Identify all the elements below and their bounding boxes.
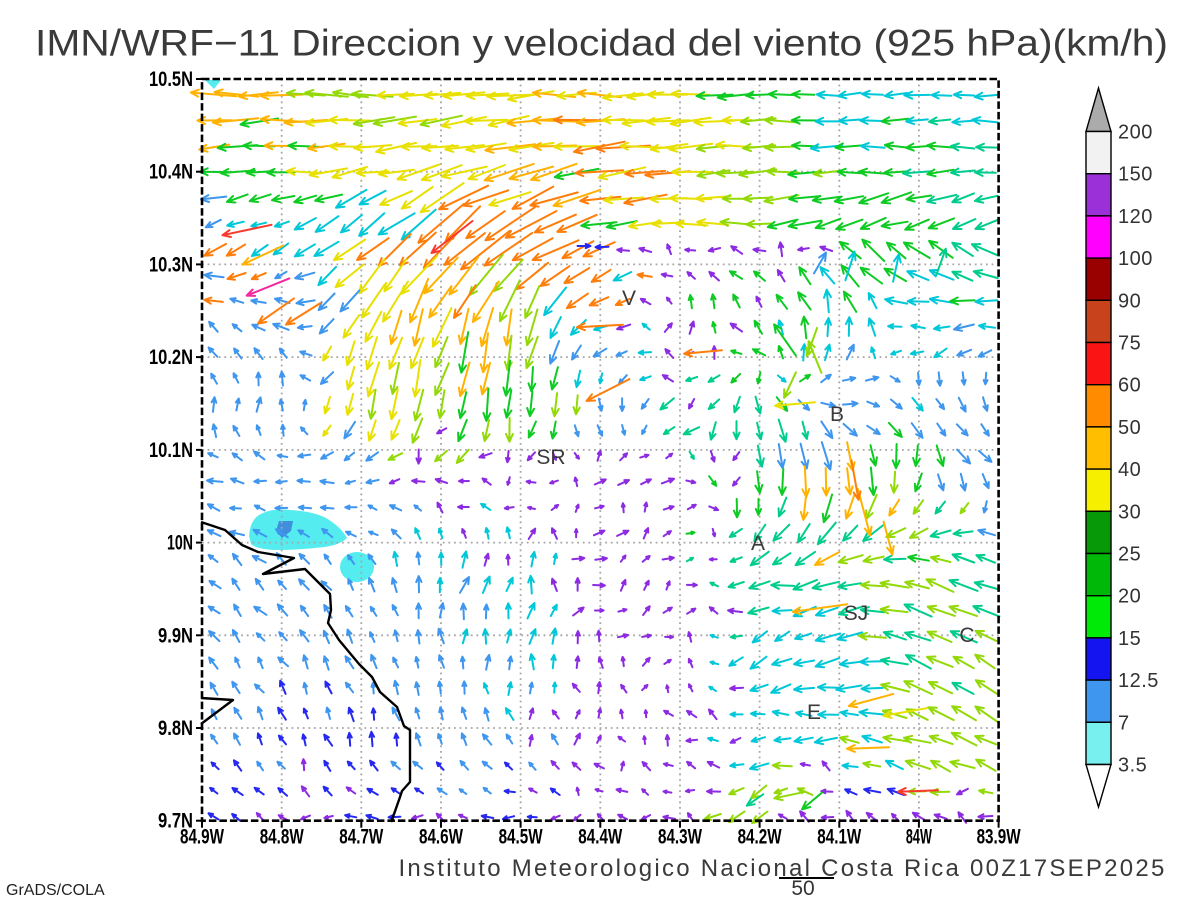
svg-text:9.9N: 9.9N [158, 624, 193, 647]
svg-text:12.5: 12.5 [1118, 670, 1159, 692]
svg-text:15: 15 [1118, 628, 1141, 650]
svg-text:84.1W: 84.1W [817, 826, 861, 849]
svg-text:90: 90 [1118, 290, 1141, 312]
svg-text:84.3W: 84.3W [658, 826, 702, 849]
svg-text:10.4N: 10.4N [149, 161, 193, 184]
svg-text:9.7N: 9.7N [158, 810, 193, 833]
svg-text:10.1N: 10.1N [149, 439, 193, 462]
svg-text:20: 20 [1118, 586, 1141, 608]
svg-text:GrADS/COLA: GrADS/COLA [6, 882, 105, 899]
svg-text:75: 75 [1118, 333, 1141, 355]
svg-text:50: 50 [791, 877, 814, 900]
svg-text:25: 25 [1118, 544, 1141, 566]
svg-text:84W: 84W [906, 826, 932, 849]
svg-text:84.8W: 84.8W [260, 826, 304, 849]
svg-text:V: V [622, 287, 636, 310]
svg-text:40: 40 [1118, 459, 1141, 481]
svg-text:7: 7 [1118, 712, 1130, 734]
svg-text:120: 120 [1118, 206, 1153, 228]
svg-text:84.4W: 84.4W [578, 826, 622, 849]
svg-text:10N: 10N [167, 532, 193, 555]
svg-text:E: E [807, 701, 821, 724]
svg-text:200: 200 [1118, 122, 1153, 144]
svg-text:IMN/WRF−11 Direccion y velocid: IMN/WRF−11 Direccion y velocidad del vie… [35, 23, 1168, 64]
svg-text:10.2N: 10.2N [149, 346, 193, 369]
svg-text:SR: SR [536, 446, 565, 469]
svg-text:30: 30 [1118, 501, 1141, 523]
svg-text:84.2W: 84.2W [738, 826, 782, 849]
svg-text:10.5N: 10.5N [149, 68, 193, 91]
svg-text:84.9W: 84.9W [180, 826, 224, 849]
svg-text:9.8N: 9.8N [158, 717, 193, 740]
svg-text:150: 150 [1118, 164, 1153, 186]
svg-text:100: 100 [1118, 248, 1153, 270]
svg-text:84.5W: 84.5W [499, 826, 543, 849]
svg-text:84.7W: 84.7W [339, 826, 383, 849]
svg-text:83.9W: 83.9W [977, 826, 1021, 849]
svg-text:3.5: 3.5 [1118, 755, 1147, 777]
svg-text:10.3N: 10.3N [149, 253, 193, 276]
svg-text:SJ: SJ [844, 602, 869, 625]
svg-text:50: 50 [1118, 417, 1141, 439]
svg-text:84.6W: 84.6W [419, 826, 463, 849]
svg-text:C: C [959, 624, 974, 647]
svg-text:60: 60 [1118, 375, 1141, 397]
svg-text:B: B [830, 403, 844, 426]
svg-text:A: A [751, 532, 765, 555]
